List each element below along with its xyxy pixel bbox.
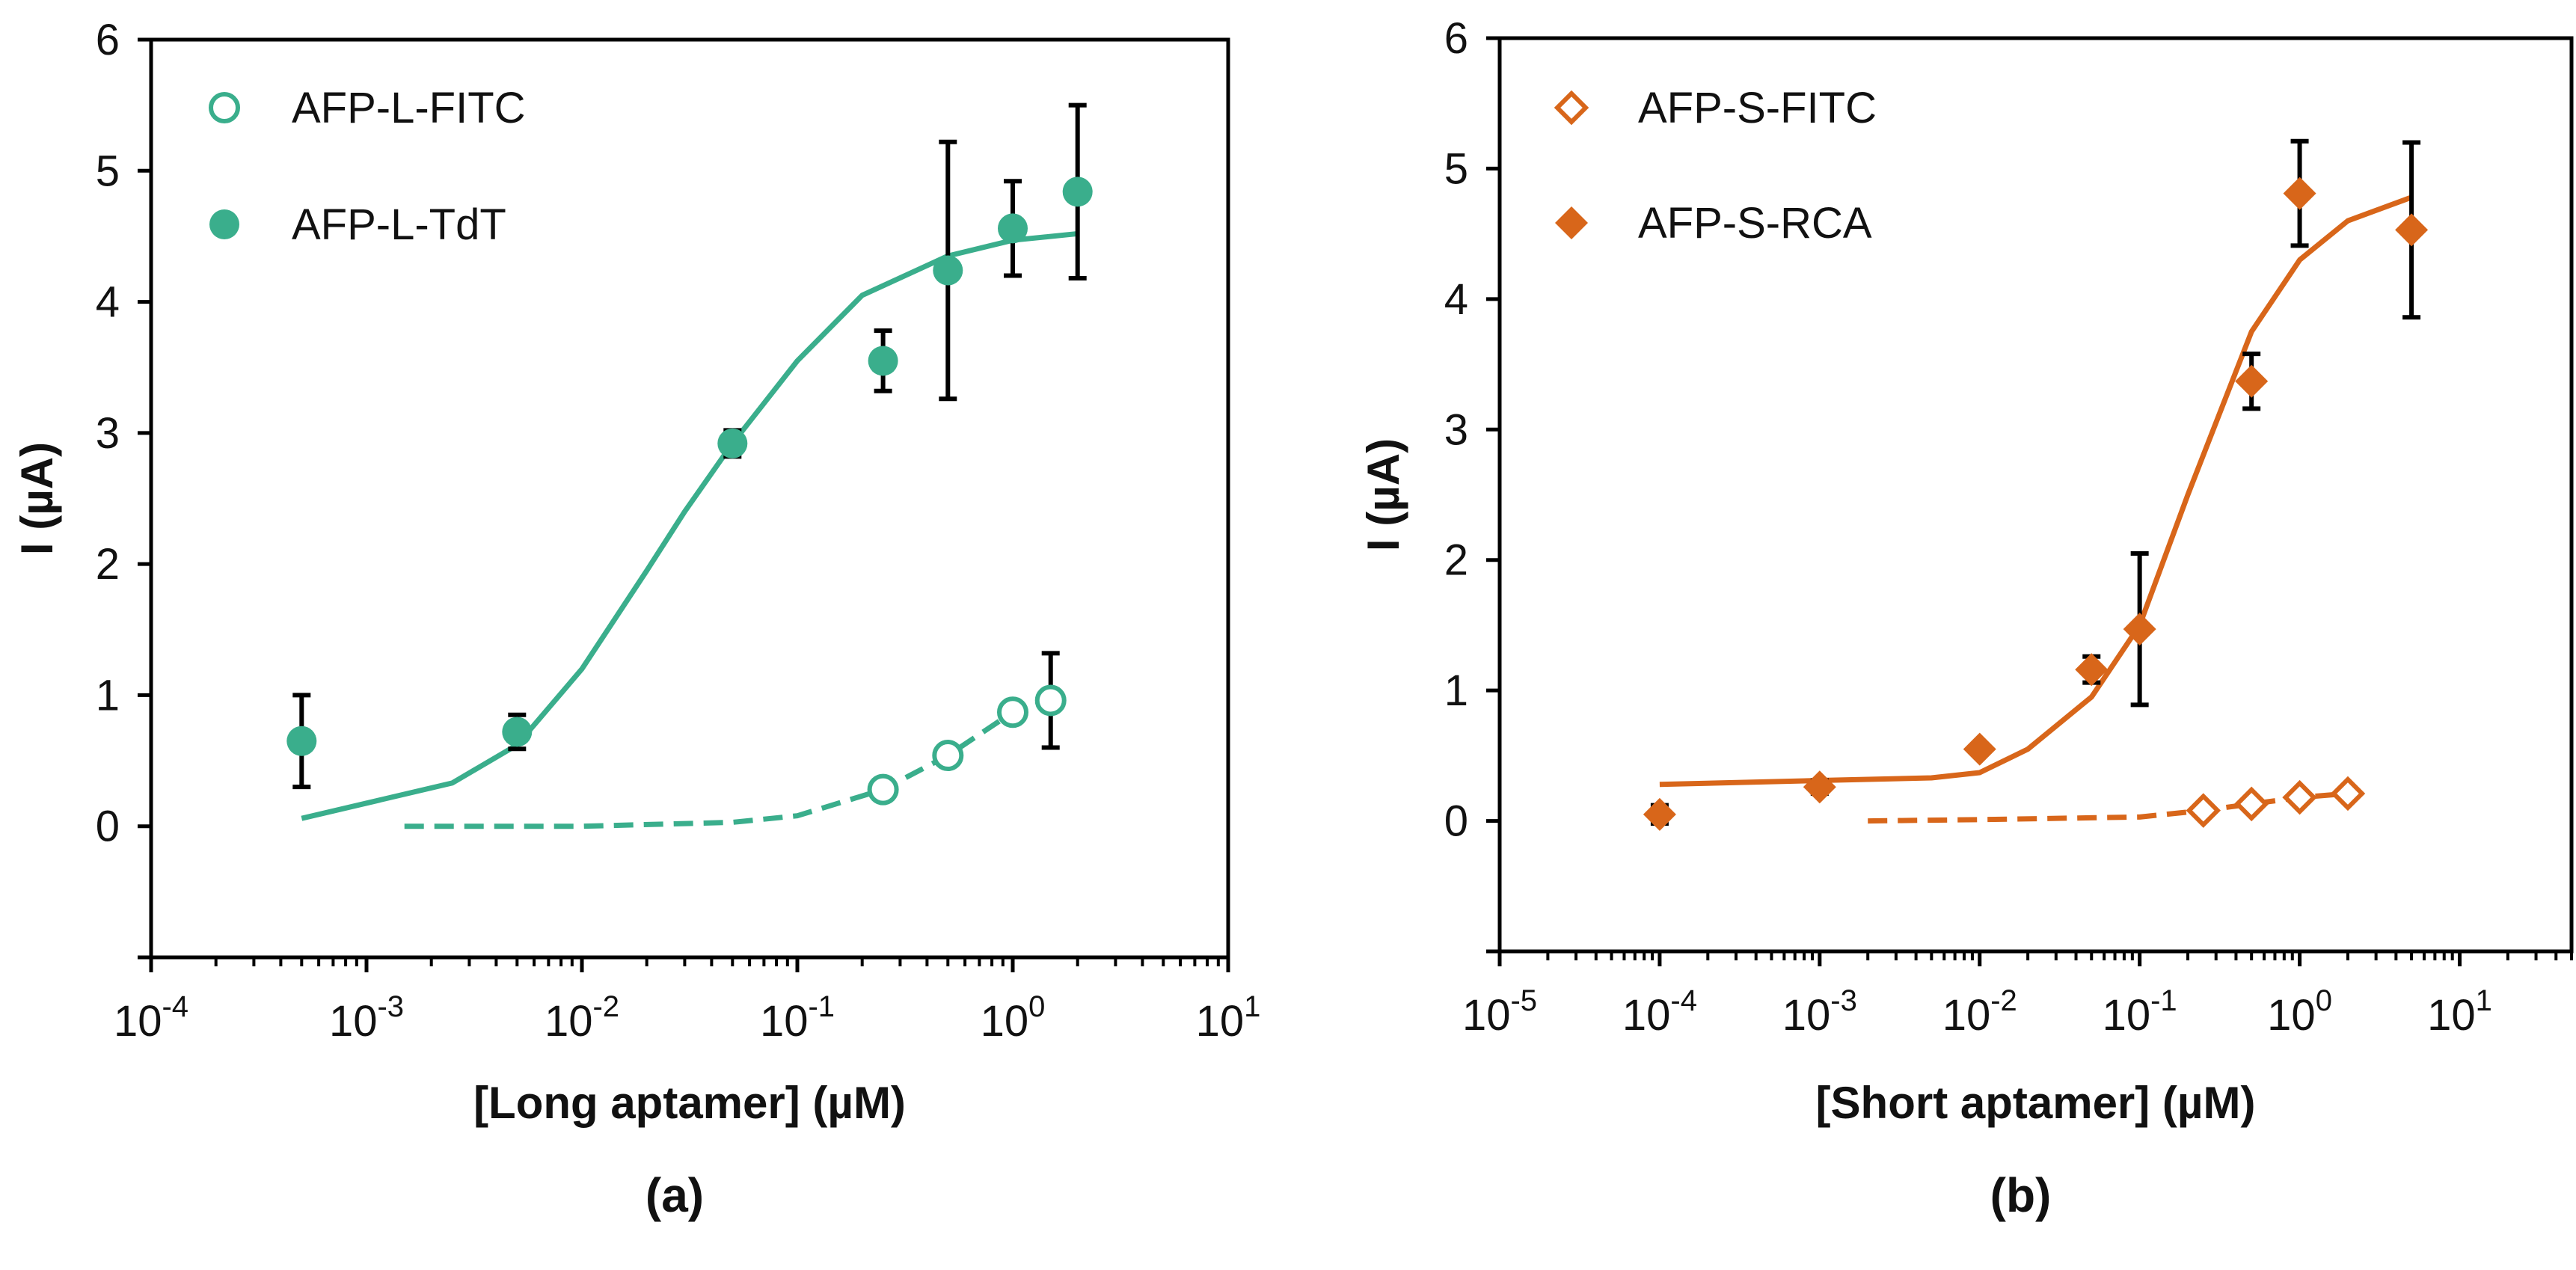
y-tick-label: 0 (96, 803, 120, 851)
legend-marker (1555, 206, 1588, 239)
x-tick-label: 100 (2267, 984, 2332, 1040)
y-tick-label: 4 (96, 278, 120, 327)
y-tick-label: 5 (96, 147, 120, 195)
data-point (2233, 786, 2269, 822)
fit-curve (1659, 194, 2413, 788)
x-tick-label: 10-1 (2103, 984, 2177, 1040)
series-afp-s-rca (1643, 138, 2429, 831)
data-point (717, 428, 748, 458)
data-point (1062, 177, 1093, 207)
y-axis-title: I (µA) (1358, 438, 1408, 551)
legend-marker (1554, 90, 1589, 126)
data-point (286, 726, 317, 756)
panel-label: (a) (645, 1168, 704, 1222)
fit-curve (301, 230, 1079, 821)
y-tick-label: 3 (96, 409, 120, 458)
y-tick-label: 2 (96, 540, 120, 589)
y-tick-label: 3 (1444, 405, 1468, 454)
x-axis-title: [Long aptamer] (µM) (473, 1078, 906, 1128)
y-tick-label: 4 (1444, 275, 1468, 324)
data-point (2123, 613, 2156, 646)
data-point (1803, 770, 1836, 804)
data-point (2283, 177, 2316, 210)
y-tick-label: 2 (1444, 536, 1468, 585)
series-afp-l-fitc (404, 651, 1067, 829)
x-tick-label: 10-5 (1462, 984, 1537, 1040)
y-tick-label: 6 (1444, 14, 1468, 63)
legend-marker (209, 209, 239, 239)
data-point (933, 255, 963, 286)
data-point (2235, 364, 2269, 398)
y-tick-label: 0 (1444, 797, 1468, 846)
data-point (1963, 732, 1996, 766)
x-tick-label: 10-4 (1622, 984, 1697, 1040)
data-point (502, 717, 533, 747)
plot-frame (149, 37, 1230, 960)
y-tick-label: 6 (96, 16, 120, 64)
panel-label: (b) (1990, 1168, 2052, 1222)
legend-marker (209, 92, 240, 123)
legend-label: AFP-S-FITC (1638, 84, 1877, 132)
x-tick-label: 10-3 (1782, 984, 1857, 1040)
y-tick-label: 5 (1444, 144, 1468, 193)
series-afp-s-fitc (1868, 776, 2366, 828)
y-tick-label: 1 (96, 671, 120, 720)
data-point (998, 213, 1028, 244)
x-tick-label: 10-2 (1942, 984, 2017, 1040)
chart-panel-b: 0 1 2 3 4 5 6 10-5 10-4 10-3 10-2 10-1 100 101 [Short … (1358, 14, 2574, 1222)
fit-curve (404, 698, 1052, 829)
data-point (2395, 213, 2429, 247)
x-tick-label: 101 (1196, 990, 1261, 1046)
legend-label: AFP-L-FITC (292, 84, 526, 132)
data-point (868, 346, 898, 376)
x-tick-label: 10-1 (760, 990, 835, 1046)
data-point (2186, 793, 2221, 828)
data-point (2330, 776, 2366, 812)
data-point (867, 773, 899, 806)
data-point (2075, 653, 2109, 687)
chart-panel-a: 0 1 2 3 4 5 6 10-4 10-3 10-2 10-1 100 101 [Long aptam… (12, 16, 1260, 1222)
y-axis-title: I (µA) (12, 442, 62, 555)
data-point (1034, 684, 1067, 717)
x-tick-label: 10-3 (329, 990, 404, 1046)
fit-curve (1868, 791, 2349, 824)
y-tick-label: 1 (1444, 666, 1468, 715)
x-axis-title: [Short aptamer] (µM) (1816, 1078, 2256, 1128)
legend-label: AFP-L-TdT (292, 200, 506, 249)
data-point (2282, 779, 2317, 815)
data-point (997, 696, 1028, 728)
data-point (1643, 797, 1676, 831)
plot-frame (1497, 36, 2574, 954)
x-tick-label: 101 (2427, 984, 2492, 1040)
x-tick-label: 10-2 (545, 990, 619, 1046)
x-tick-label: 10-4 (114, 990, 188, 1046)
legend-label: AFP-S-RCA (1638, 199, 1872, 248)
x-tick-label: 100 (981, 990, 1046, 1046)
series-afp-l-tdt (286, 102, 1093, 821)
data-point (932, 740, 964, 772)
